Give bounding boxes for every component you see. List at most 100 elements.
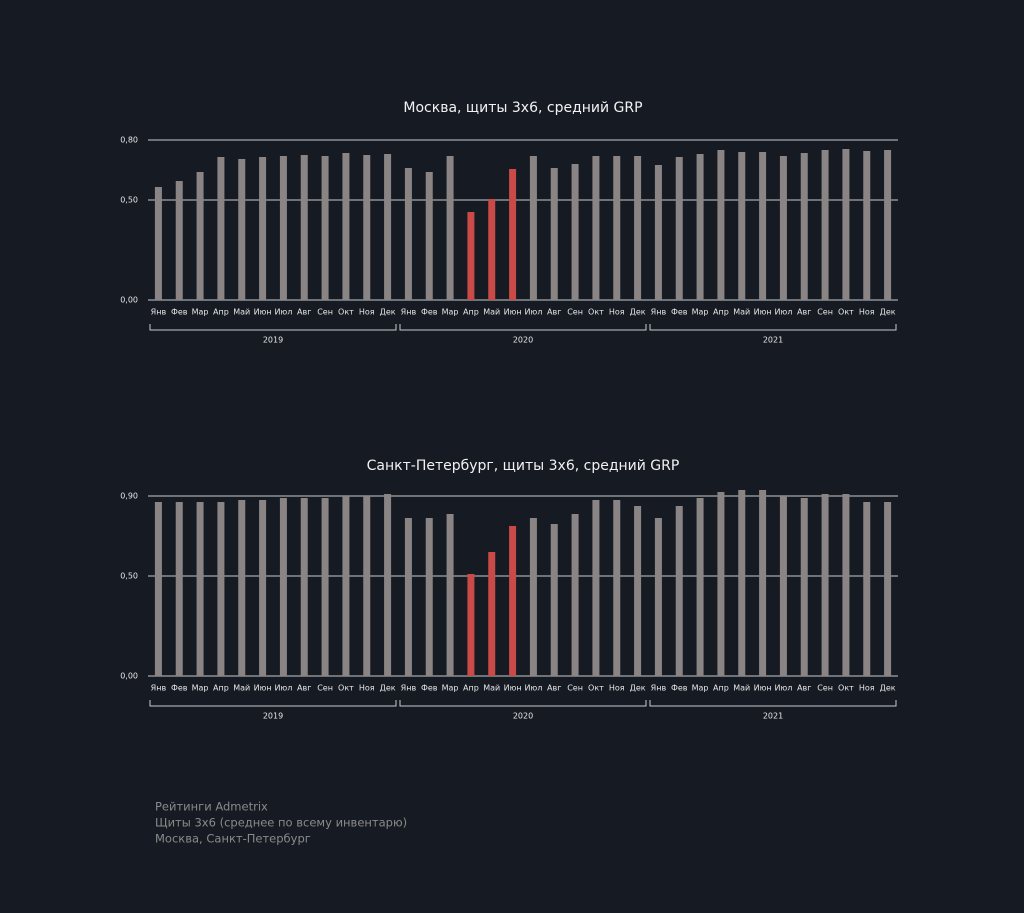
x-tick-label: Фев: [671, 308, 688, 317]
bar: [404, 168, 412, 300]
x-tick-label: Ноя: [859, 684, 875, 693]
bar: [654, 518, 662, 676]
x-tick-label: Дек: [880, 684, 896, 693]
x-tick-label: Фев: [171, 684, 188, 693]
bar: [738, 152, 746, 300]
x-tick-label: Май: [233, 684, 250, 693]
x-tick-label: Авг: [297, 308, 311, 317]
y-tick-label: 0,00: [120, 672, 138, 681]
bar: [613, 156, 621, 300]
bar: [779, 156, 787, 300]
x-tick-label: Дек: [880, 308, 896, 317]
bar: [738, 490, 746, 676]
bar: [363, 496, 371, 676]
x-tick-label: Янв: [401, 684, 417, 693]
bar: [634, 156, 642, 300]
bar: [342, 496, 350, 676]
year-bracket: [399, 700, 647, 707]
x-tick-label: Авг: [797, 684, 811, 693]
x-tick-label: Сен: [567, 684, 583, 693]
x-tick-label: Дек: [630, 684, 646, 693]
y-tick-label: 0,50: [120, 572, 138, 581]
x-tick-label: Ноя: [859, 308, 875, 317]
bar: [238, 500, 246, 676]
bar: [488, 199, 496, 300]
bar: [154, 502, 162, 676]
x-tick-label: Фев: [671, 684, 688, 693]
bar: [363, 155, 371, 300]
year-label: 2019: [263, 712, 283, 721]
x-tick-label: Мар: [442, 684, 459, 693]
bar: [509, 169, 517, 300]
y-tick-label: 0,00: [120, 296, 138, 305]
x-tick-label: Июл: [524, 308, 542, 317]
bar: [279, 498, 287, 676]
x-tick-label: Сен: [817, 308, 833, 317]
x-tick-label: Май: [483, 684, 500, 693]
bar: [217, 157, 225, 300]
year-bracket: [149, 700, 397, 707]
x-tick-label: Окт: [838, 308, 854, 317]
x-tick-label: Июл: [774, 308, 792, 317]
x-tick-label: Апр: [713, 308, 729, 317]
bar: [529, 518, 537, 676]
footer-line: Рейтинги Admetrix: [155, 800, 268, 814]
bar: [425, 518, 433, 676]
x-tick-label: Май: [733, 308, 750, 317]
x-tick-label: Ноя: [609, 684, 625, 693]
x-tick-label: Июн: [754, 308, 772, 317]
bar: [654, 165, 662, 300]
y-tick-label: 0,80: [120, 136, 138, 145]
bar: [675, 506, 683, 676]
bar: [238, 159, 246, 300]
x-tick-label: Фев: [171, 308, 188, 317]
bar: [779, 496, 787, 676]
bar: [634, 506, 642, 676]
bar: [863, 151, 871, 300]
bar: [592, 500, 600, 676]
year-label: 2020: [513, 712, 533, 721]
bar: [321, 156, 329, 300]
bar: [884, 502, 892, 676]
bar: [175, 502, 183, 676]
bar: [717, 492, 725, 676]
bar: [259, 500, 267, 676]
x-tick-label: Янв: [151, 308, 167, 317]
bar: [384, 494, 392, 676]
x-tick-label: Авг: [297, 684, 311, 693]
x-tick-label: Окт: [338, 684, 354, 693]
x-tick-label: Дек: [630, 308, 646, 317]
bar: [759, 152, 767, 300]
bar: [613, 500, 621, 676]
bar: [342, 153, 350, 300]
x-tick-label: Апр: [213, 308, 229, 317]
x-tick-label: Июн: [754, 684, 772, 693]
year-bracket: [149, 324, 397, 331]
bar: [696, 498, 704, 676]
x-tick-label: Мар: [192, 308, 209, 317]
bar: [571, 514, 579, 676]
bar: [821, 150, 829, 300]
x-tick-label: Июл: [524, 684, 542, 693]
year-label: 2021: [763, 712, 783, 721]
x-tick-label: Сен: [317, 308, 333, 317]
x-tick-label: Окт: [838, 684, 854, 693]
x-tick-label: Сен: [817, 684, 833, 693]
bar: [446, 514, 454, 676]
footer-line: Москва, Санкт-Петербург: [155, 832, 311, 846]
bar: [571, 164, 579, 300]
bar: [321, 498, 329, 676]
bar: [467, 574, 475, 676]
x-tick-label: Ноя: [359, 308, 375, 317]
x-tick-label: Май: [733, 684, 750, 693]
bar: [509, 526, 517, 676]
year-bracket: [649, 700, 897, 707]
y-tick-label: 0,90: [120, 492, 138, 501]
bar: [675, 157, 683, 300]
x-tick-label: Сен: [567, 308, 583, 317]
bar: [217, 502, 225, 676]
bar: [300, 498, 308, 676]
bar: [759, 490, 767, 676]
x-tick-label: Янв: [151, 684, 167, 693]
bar: [842, 494, 850, 676]
